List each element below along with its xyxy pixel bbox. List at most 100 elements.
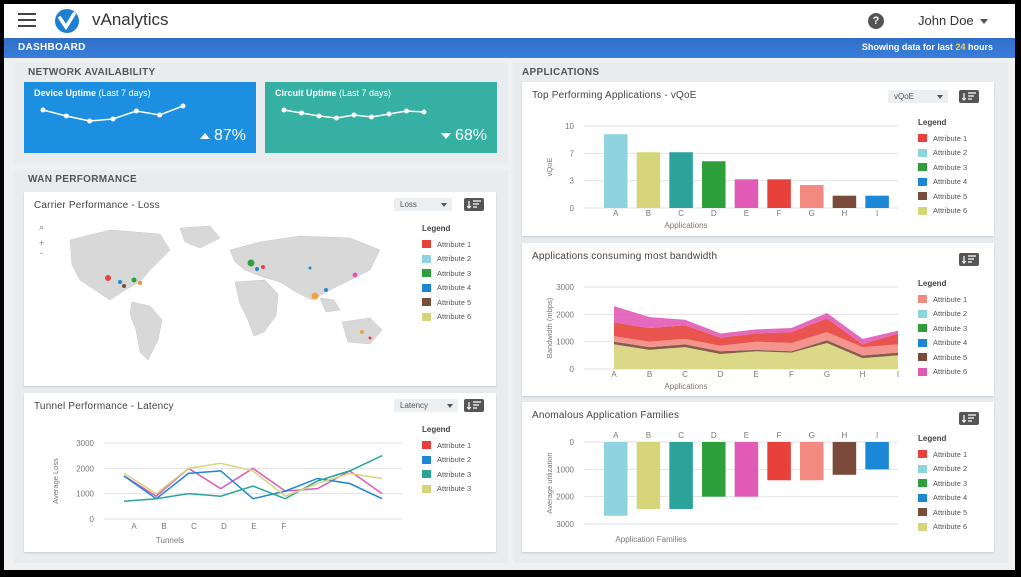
map-search-icon[interactable]: ⌕ bbox=[39, 222, 45, 232]
sort-button[interactable] bbox=[959, 253, 979, 266]
sparkline-point bbox=[133, 108, 139, 114]
bar bbox=[604, 442, 628, 516]
legend-item[interactable]: Attribute 3 bbox=[918, 160, 967, 175]
legend-label: Attribute 4 bbox=[933, 177, 968, 187]
legend-item[interactable]: Attribute 5 bbox=[918, 189, 967, 204]
legend-item[interactable]: Attribute 3 bbox=[422, 482, 471, 497]
legend-item[interactable]: Attribute 6 bbox=[918, 365, 967, 380]
x-tick-label: A bbox=[131, 522, 137, 531]
legend-item[interactable]: Attribute 1 bbox=[918, 447, 967, 462]
carrier-metric-dropdown[interactable]: Loss bbox=[394, 198, 452, 211]
vanalytics-logo-icon bbox=[55, 9, 79, 33]
vqoe-legend: Legend Attribute 1 Attribute 2 Attribute 3… bbox=[918, 118, 967, 218]
legend-label: Attribute 4 bbox=[437, 283, 472, 293]
legend-item[interactable]: Attribute 4 bbox=[918, 491, 967, 506]
sort-button[interactable] bbox=[959, 412, 979, 425]
y-tick-label: 3 bbox=[570, 177, 575, 186]
y-tick-label: 7 bbox=[570, 149, 575, 158]
device-uptime-title: Device Uptime (Last 7 days) bbox=[34, 88, 151, 98]
legend-item[interactable]: Attribute 2 bbox=[422, 252, 471, 267]
dashboard-window: vAnalytics ? John Doe DASHBOARD Showing … bbox=[4, 4, 1015, 570]
legend-item[interactable]: Attribute 2 bbox=[918, 146, 967, 161]
legend-item[interactable]: Attribute 3 bbox=[422, 266, 471, 281]
legend-item[interactable]: Attribute 5 bbox=[918, 505, 967, 520]
legend-item[interactable]: Attribute 2 bbox=[422, 453, 471, 468]
legend-item[interactable]: Attribute 6 bbox=[422, 310, 471, 325]
carrier-performance-panel: Carrier Performance - Loss Loss ⌕ + - bbox=[24, 192, 496, 386]
legend-item[interactable]: Attribute 2 bbox=[918, 307, 967, 322]
network-availability-title: NETWORK AVAILABILITY bbox=[28, 67, 156, 78]
dashboard-bar: DASHBOARD Showing data for last 24 hours bbox=[4, 38, 1015, 58]
help-icon[interactable]: ? bbox=[868, 13, 884, 29]
x-axis-label: Applications bbox=[664, 221, 707, 230]
bar bbox=[865, 195, 889, 208]
bar bbox=[636, 152, 661, 208]
y-tick-label: 0 bbox=[90, 515, 95, 524]
tunnel-metric-dropdown[interactable]: Latency bbox=[394, 399, 458, 412]
device-uptime-card[interactable]: Device Uptime (Last 7 days) 87% bbox=[24, 82, 256, 153]
legend-item[interactable]: Attribute 1 bbox=[918, 292, 967, 307]
legend-title: Legend bbox=[422, 224, 451, 233]
x-tick-label: D bbox=[711, 431, 717, 440]
y-tick-label: 1000 bbox=[556, 465, 574, 474]
legend-item[interactable]: Attribute 5 bbox=[918, 350, 967, 365]
circuit-uptime-card[interactable]: Circuit Uptime (Last 7 days) 68% bbox=[265, 82, 497, 153]
sparkline-point bbox=[421, 109, 427, 115]
x-tick-label: D bbox=[221, 522, 227, 531]
legend-item[interactable]: Attribute 1 bbox=[422, 237, 471, 252]
legend-swatch bbox=[918, 177, 927, 186]
sort-icon bbox=[962, 255, 976, 264]
legend-item[interactable]: Attribute 3 bbox=[918, 476, 967, 491]
carrier-legend: Legend Attribute 1 Attribute 2 Attribute 3… bbox=[422, 224, 471, 324]
legend-item[interactable]: Attribute 6 bbox=[918, 204, 967, 219]
user-menu[interactable]: John Doe bbox=[918, 13, 988, 28]
legend-label: Attribute 6 bbox=[933, 367, 968, 377]
world-map[interactable] bbox=[50, 220, 410, 370]
page-title: DASHBOARD bbox=[18, 42, 86, 53]
sort-icon bbox=[962, 414, 976, 423]
bar bbox=[767, 442, 791, 481]
x-tick-label: B bbox=[646, 209, 651, 218]
legend-item[interactable]: Attribute 2 bbox=[918, 462, 967, 477]
legend-item[interactable]: Attribute 3 bbox=[918, 321, 967, 336]
legend-label: Attribute 1 bbox=[933, 133, 968, 143]
sort-button[interactable] bbox=[959, 90, 979, 103]
x-tick-label: E bbox=[744, 209, 749, 218]
x-tick-label: A bbox=[613, 209, 619, 218]
legend-item[interactable]: Attribute 3 bbox=[422, 467, 471, 482]
bandwidth-area-chart: 3000 2000 1000 0 Bandwidth (mbps) A B C D E F G H I Ap… bbox=[545, 283, 899, 391]
hamburger-menu-icon[interactable] bbox=[18, 13, 36, 29]
map-zoom-in-button[interactable]: + bbox=[39, 238, 45, 248]
bandwidth-title: Applications consuming most bandwidth bbox=[532, 251, 718, 262]
y-tick-label: 10 bbox=[565, 122, 574, 131]
sparkline-point bbox=[369, 114, 374, 120]
line-series bbox=[123, 470, 383, 500]
legend-item[interactable]: Attribute 1 bbox=[422, 438, 471, 453]
legend-label: Attribute 5 bbox=[933, 352, 968, 362]
y-tick-label: 3000 bbox=[556, 283, 574, 292]
legend-item[interactable]: Attribute 5 bbox=[422, 295, 471, 310]
carrier-performance-title: Carrier Performance - Loss bbox=[34, 200, 160, 211]
sort-button[interactable] bbox=[464, 399, 484, 412]
legend-item[interactable]: Attribute 1 bbox=[918, 131, 967, 146]
x-tick-label: F bbox=[777, 431, 782, 440]
legend-swatch bbox=[918, 450, 927, 459]
legend-item[interactable]: Attribute 4 bbox=[918, 175, 967, 190]
legend-item[interactable]: Attribute 4 bbox=[422, 281, 471, 296]
sparkline-point bbox=[404, 108, 409, 114]
area-series bbox=[614, 343, 898, 369]
vqoe-dropdown[interactable]: vQoE bbox=[888, 90, 948, 103]
area-series bbox=[614, 332, 898, 356]
map-zoom-out-button[interactable]: - bbox=[40, 248, 43, 258]
sparkline-point bbox=[63, 113, 69, 119]
legend-item[interactable]: Attribute 4 bbox=[918, 336, 967, 351]
legend-label: Attribute 3 bbox=[437, 469, 472, 479]
device-uptime-sparkline bbox=[40, 103, 186, 124]
legend-swatch bbox=[918, 522, 927, 531]
legend-label: Attribute 5 bbox=[437, 297, 472, 307]
sort-button[interactable] bbox=[464, 198, 484, 211]
legend-swatch bbox=[422, 484, 431, 493]
legend-item[interactable]: Attribute 6 bbox=[918, 520, 967, 535]
x-axis-label: Tunnels bbox=[156, 536, 184, 545]
